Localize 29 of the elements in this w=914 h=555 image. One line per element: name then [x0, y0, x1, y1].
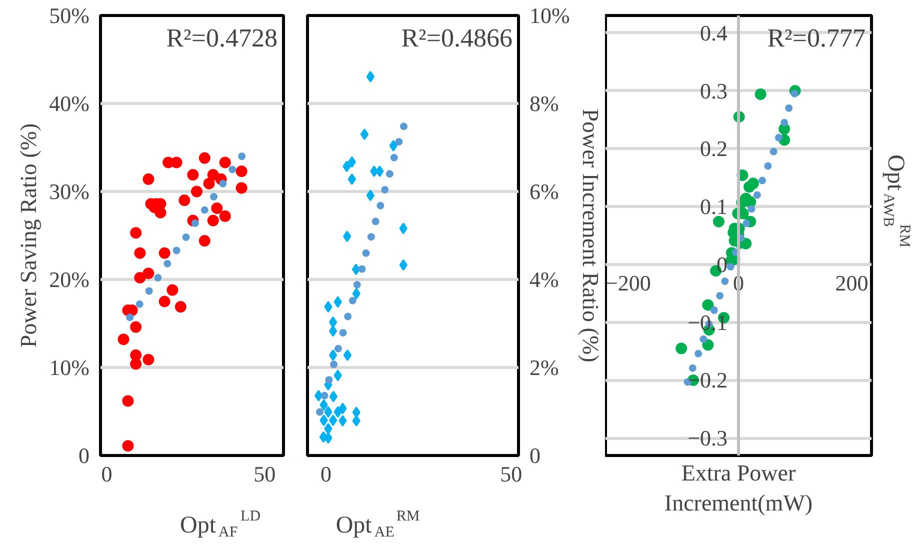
x-tick-label: 0 — [101, 462, 112, 486]
y-tick-label: 10% — [49, 355, 90, 380]
y-tick-label: −0.3 — [688, 426, 728, 451]
x-tick-label: 200 — [835, 270, 868, 296]
y-axis-title: OptAWBRM — [880, 154, 912, 248]
y-tick-label: 4% — [530, 267, 559, 292]
y-tick-label: 20% — [49, 267, 90, 292]
y-tick-label: 0.2 — [700, 136, 728, 162]
x-tick-label: 50 — [500, 462, 522, 486]
y-tick-label: 8% — [530, 91, 559, 116]
annotation: R²=0.4866 — [401, 24, 513, 52]
y-tick-label: 0.3 — [700, 78, 728, 104]
annotation: R²=0.4728 — [166, 24, 278, 52]
x-axis-title: Extra Power Increment(mW) — [664, 460, 813, 516]
y-axis-title: Power Saving Ratio (%) — [16, 123, 42, 348]
x-tick-label: 50 — [254, 462, 276, 486]
y-tick-label: 6% — [530, 179, 559, 204]
y-tick-label: 0.4 — [700, 20, 728, 46]
y-tick-label: 0.1 — [700, 194, 728, 220]
y-tick-label: 10% — [530, 3, 570, 28]
y-tick-label: 50% — [49, 3, 90, 28]
y-tick-label: 2% — [530, 355, 559, 380]
annotation: R²=0.777 — [767, 24, 866, 52]
y-axis-title: Power Increment Ratio (%) — [578, 108, 603, 362]
y-tick-label: 30% — [49, 179, 90, 204]
y-tick-label: 0 — [78, 443, 90, 468]
y-tick-label: 0 — [530, 443, 540, 468]
y-tick-label: 40% — [49, 91, 90, 116]
x-tick-label: 0 — [320, 462, 332, 486]
